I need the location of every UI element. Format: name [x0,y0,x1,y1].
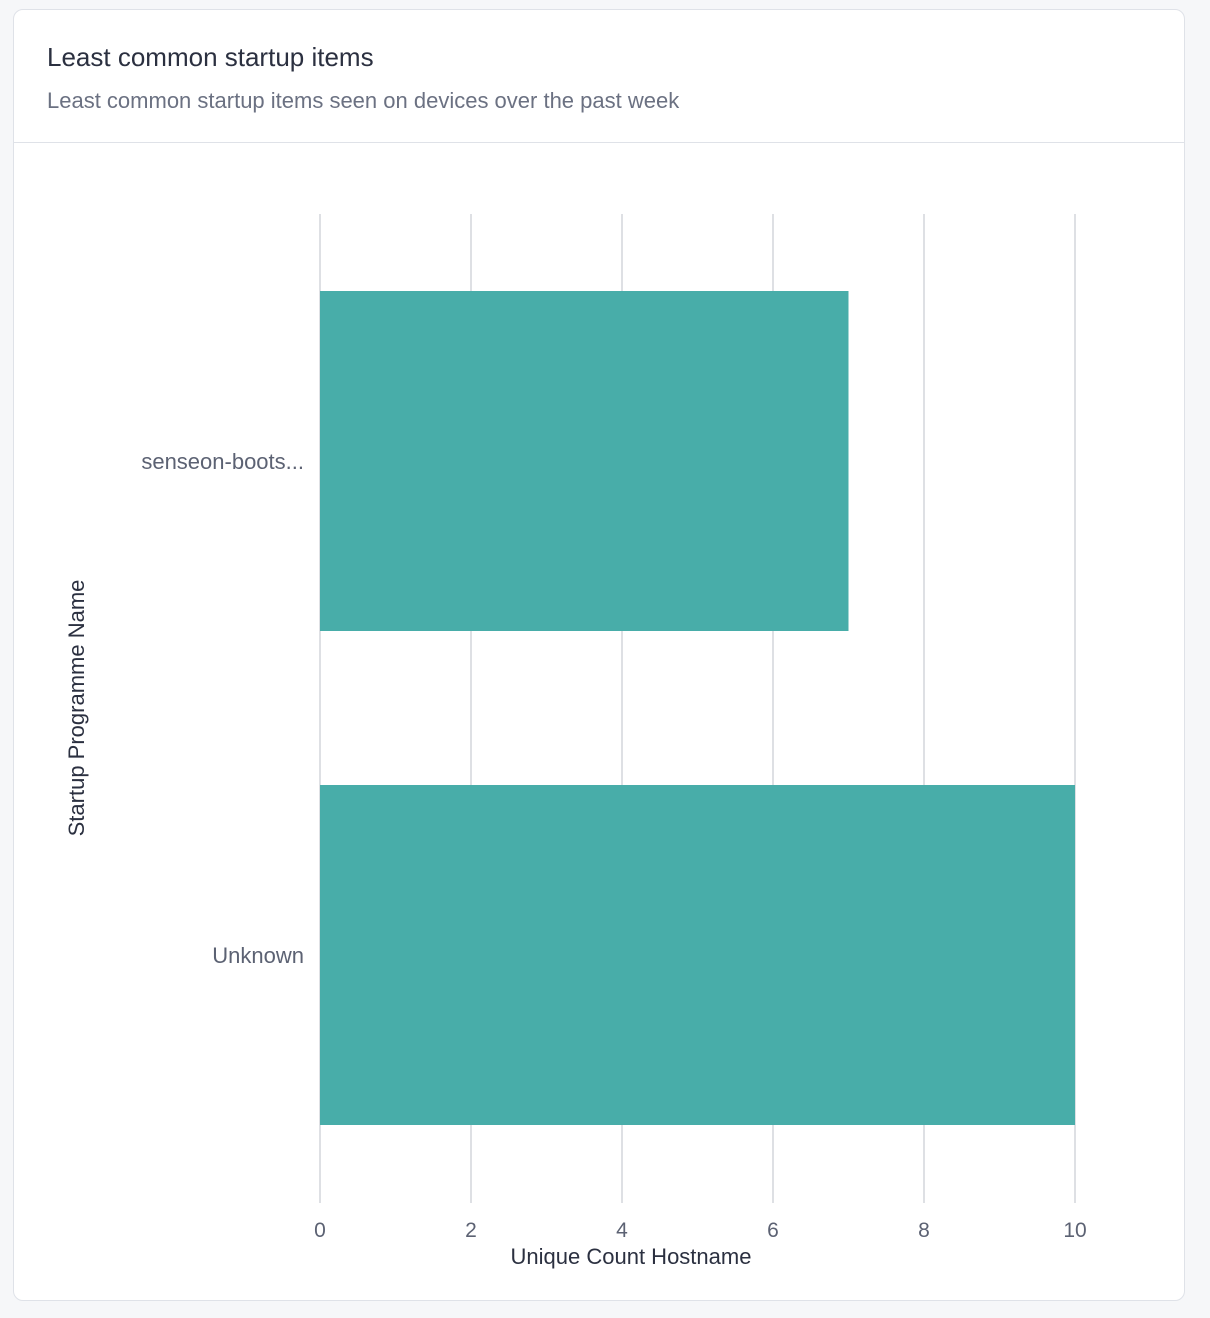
x-tick-label: 6 [767,1219,779,1242]
bar[interactable] [320,785,1075,1125]
card-subtitle: Least common startup items seen on devic… [47,88,680,113]
x-tick-label: 0 [314,1219,326,1242]
x-tick-label: 4 [616,1219,628,1242]
label-layer: 0 2 4 6 8 10 senseon-boots... Unknown [141,449,1086,1242]
x-tick-label: 8 [918,1219,930,1242]
y-category-label: senseon-boots... [141,449,304,474]
x-axis-title: Unique Count Hostname [511,1244,752,1269]
bar-layer [320,291,1075,1125]
y-axis-title: Startup Programme Name [64,580,89,837]
card-title: Least common startup items [47,42,374,72]
bar[interactable] [320,291,849,631]
card-header: Least common startup items Least common … [14,10,1184,143]
y-category-label: Unknown [212,943,304,968]
x-tick-label: 2 [465,1219,477,1242]
x-tick-label: 10 [1063,1219,1086,1242]
